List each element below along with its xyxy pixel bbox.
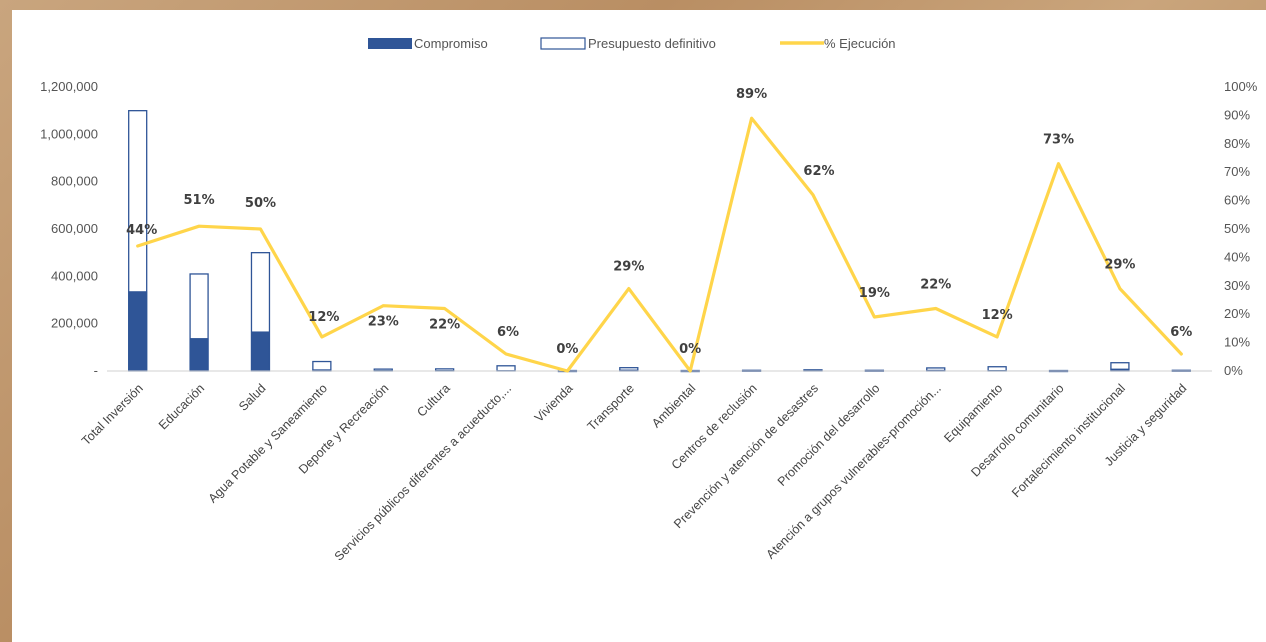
pct-label-justicia-y-seguridad: 6%: [1170, 325, 1192, 340]
category-label-promocion-del-desarrollo: Promoción del desarrollo: [775, 381, 883, 489]
category-label-cultura: Cultura: [414, 381, 452, 419]
y-right-tick-label: 40%: [1224, 249, 1250, 264]
pct-label-promocion-del-desarrollo: 19%: [859, 286, 890, 301]
combo-chart: Compromiso Presupuesto definitivo % Ejecuc…: [40, 36, 1258, 564]
category-label-salud: Salud: [236, 381, 269, 414]
category-label-agua-potable-y-saneamiento: Agua Potable y Saneamiento: [206, 381, 330, 505]
pct-label-vivienda: 0%: [556, 342, 578, 357]
pct-label-salud: 50%: [245, 196, 276, 211]
pct-label-atencion-a-grupos-vulnerables-promocion: 22%: [920, 278, 951, 293]
category-label-educacion: Educación: [156, 381, 207, 432]
pct-label-educacion: 51%: [184, 193, 215, 208]
pct-label-total-inversion: 44%: [126, 223, 157, 238]
y-right-tick-label: 20%: [1224, 306, 1250, 321]
pct-label-centros-de-reclusion: 89%: [736, 87, 767, 102]
pct-label-ambiental: 0%: [679, 342, 701, 357]
y-right-tick-label: 60%: [1224, 193, 1250, 208]
y-right-tick-label: 0%: [1224, 363, 1243, 378]
pct-label-prevencion-y-atencion-de-desastres: 62%: [803, 164, 834, 179]
y-left-tick-label: 200,000: [51, 316, 98, 331]
y-right-tick-label: 50%: [1224, 221, 1250, 236]
bar-compromiso-educacion: [189, 338, 209, 372]
y-left-tick-label: 1,000,000: [40, 126, 98, 141]
y-right-tick-label: 30%: [1224, 278, 1250, 293]
y-left-tick-label: 600,000: [51, 221, 98, 236]
legend-swatch-presupuesto: [540, 37, 586, 50]
y-left-tick-label: 800,000: [51, 174, 98, 189]
legend: Compromiso Presupuesto definitivo % Ejecuc…: [368, 36, 896, 51]
right-axis: 0% 10% 20% 30% 40% 50% 60% 70% 80% 90% 100%: [1224, 79, 1258, 378]
y-left-tick-label: 400,000: [51, 268, 98, 283]
bar-series: [128, 110, 1191, 373]
legend-label-presupuesto: Presupuesto definitivo: [588, 36, 716, 51]
y-left-tick-label: -: [94, 363, 98, 378]
y-right-tick-label: 70%: [1224, 164, 1250, 179]
y-right-tick-label: 90%: [1224, 107, 1250, 122]
category-label-vivienda: Vivienda: [532, 381, 576, 425]
pct-label-fortalecimiento-institucional: 29%: [1104, 258, 1135, 273]
bar-compromiso-salud: [250, 331, 270, 372]
y-right-tick-label: 80%: [1224, 136, 1250, 151]
pct-label-transporte: 29%: [613, 260, 644, 275]
chart-frame: Compromiso Presupuesto definitivo % Ejecuc…: [12, 10, 1266, 642]
pct-label-cultura: 22%: [429, 318, 460, 333]
category-label-total-inversion: Total Inversión: [79, 381, 146, 448]
pct-label-desarrollo-comunitario: 73%: [1043, 133, 1074, 148]
line-series: 44% 51% 50% 12% 23% 22% 6% 0% 29% 0% 89% 62% 19% 22% 1…: [126, 87, 1192, 373]
legend-label-ejecucion: % Ejecución: [824, 36, 896, 51]
legend-swatch-compromiso: [368, 38, 412, 49]
pct-label-equipamiento: 12%: [982, 308, 1013, 323]
category-label-equipamiento: Equipamiento: [941, 381, 1005, 445]
y-right-tick-label: 10%: [1224, 335, 1250, 350]
left-axis: - 200,000 400,000 600,000 800,000 1,000,000 1,…: [40, 79, 98, 378]
pct-label-servicios-publicos-diferentes-a-acueducto: 6%: [497, 325, 519, 340]
category-label-fortalecimiento-institucional: Fortalecimiento institucional: [1009, 381, 1128, 500]
category-label-ambiental: Ambiental: [649, 381, 698, 430]
y-right-tick-label: 100%: [1224, 79, 1258, 94]
pct-label-deporte-y-recreacion: 23%: [368, 315, 399, 330]
bar-compromiso-total-inversion: [128, 291, 148, 372]
pct-label-agua-potable-y-saneamiento: 12%: [308, 310, 339, 325]
legend-label-compromiso: Compromiso: [414, 36, 488, 51]
y-left-tick-label: 1,200,000: [40, 79, 98, 94]
category-label-transporte: Transporte: [585, 381, 637, 433]
ejecucion-line: [136, 116, 1183, 373]
